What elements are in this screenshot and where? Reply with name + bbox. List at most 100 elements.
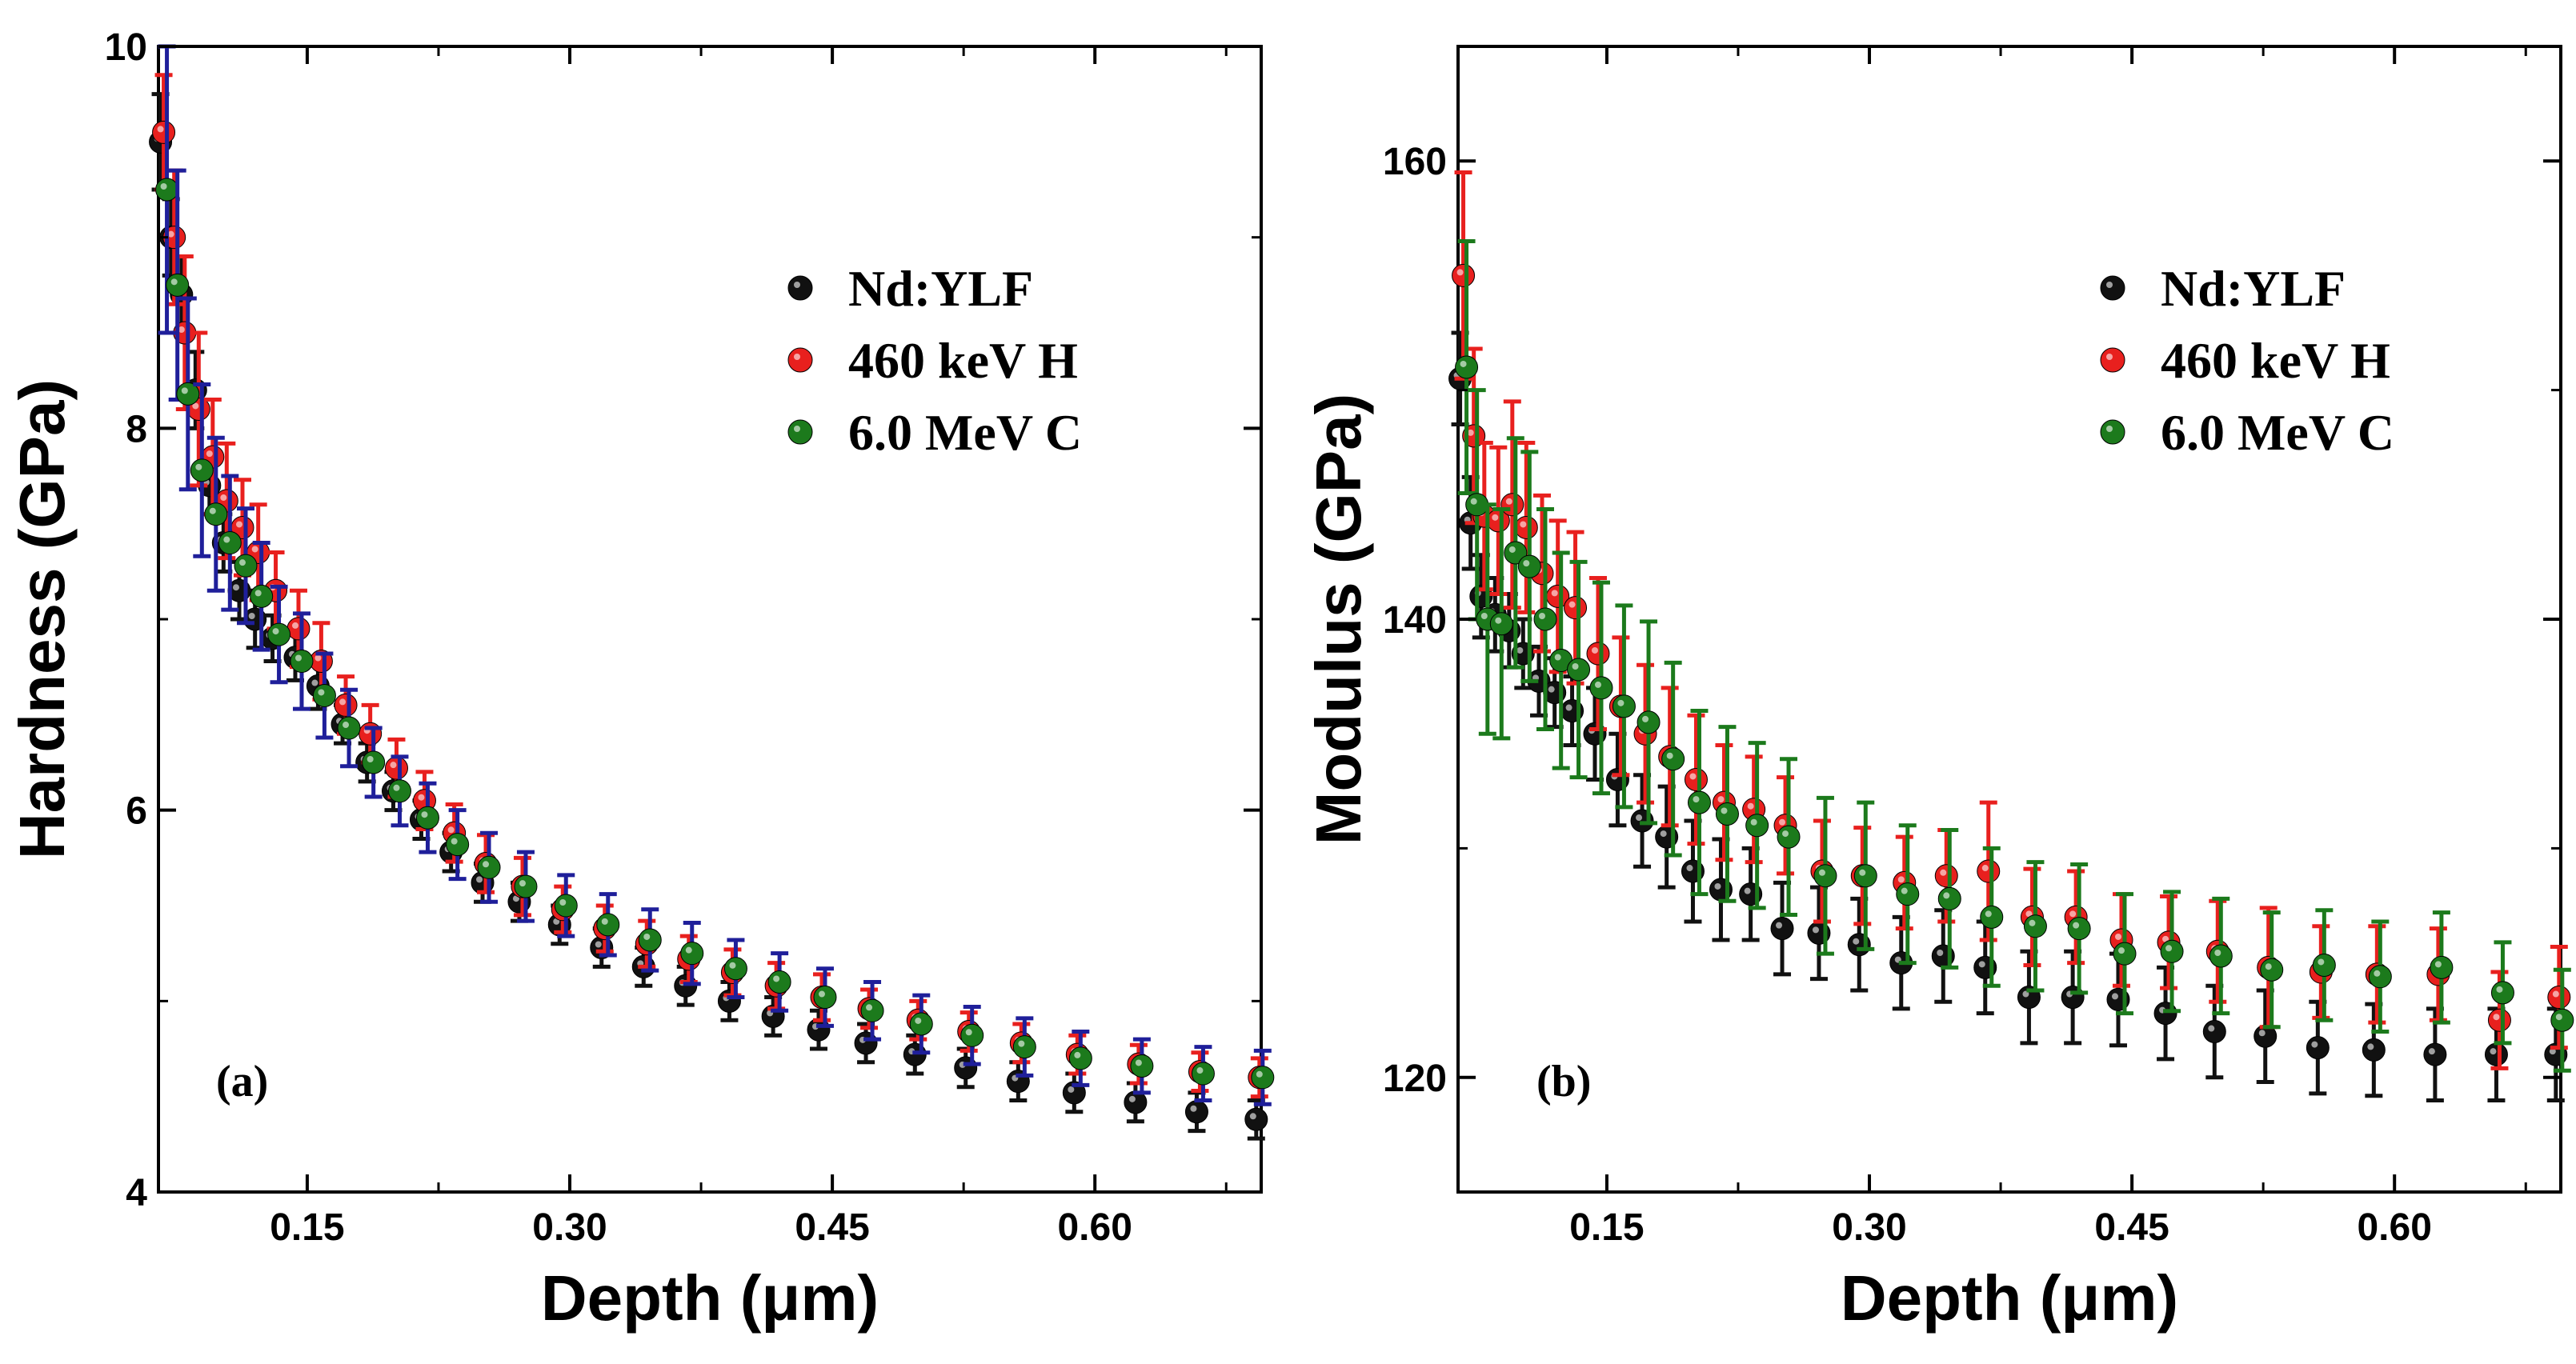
data-point [1517, 554, 1541, 578]
data-point [514, 874, 538, 898]
data-point-highlight [1937, 950, 1944, 957]
data-point-highlight [1249, 1113, 1256, 1120]
data-point-highlight [773, 975, 780, 982]
y-tick-label: 10 [105, 26, 147, 69]
data-point [1130, 1054, 1154, 1078]
data-point-highlight [2073, 922, 2080, 929]
data-point-highlight [451, 838, 458, 845]
data-point [1586, 642, 1610, 666]
legend-marker-highlight [794, 354, 800, 360]
legend-marker [2100, 419, 2125, 445]
plot-frame-a [157, 45, 1263, 1194]
data-point-highlight [595, 941, 602, 948]
data-point-highlight [1523, 560, 1530, 567]
data-point [1980, 905, 2004, 929]
data-point [267, 622, 291, 646]
data-point-highlight [1660, 830, 1667, 838]
data-point-highlight [1782, 830, 1789, 838]
data-point-highlight [418, 794, 425, 801]
data-point-highlight [447, 826, 455, 834]
data-point-highlight [1897, 876, 1905, 883]
data-point-highlight [643, 933, 651, 940]
data-point-highlight [1779, 818, 1786, 826]
data-point [2306, 1036, 2330, 1060]
data-point-highlight [206, 450, 213, 458]
data-point-highlight [1591, 646, 1598, 654]
data-point-highlight [1717, 796, 1725, 803]
data-point [2490, 981, 2514, 1005]
data-point [477, 855, 501, 879]
data-point [1514, 515, 1538, 539]
data-point-highlight [235, 521, 242, 528]
data-point [2023, 914, 2047, 938]
data-point [2113, 942, 2137, 966]
data-point-highlight [1642, 715, 1649, 722]
data-point-highlight [1480, 613, 1488, 619]
data-point-highlight [601, 918, 608, 925]
series-0 [149, 92, 1268, 1141]
data-point [387, 779, 411, 803]
y-tick-label: 160 [1383, 141, 1447, 183]
x-axis-title-a: Depth (μm) [541, 1262, 879, 1334]
legend-marker-highlight [2106, 426, 2113, 432]
data-point-highlight [1853, 938, 1860, 945]
data-point-highlight [1693, 796, 1700, 803]
data-point-highlight [965, 1029, 972, 1036]
axis-ticks-b: 0.15 0.30 0.45 0.60 120 140 160 [1383, 46, 2561, 1249]
data-point-highlight [160, 183, 167, 190]
data-point [596, 913, 620, 937]
data-point [1504, 541, 1528, 565]
data-point-highlight [2555, 1014, 2562, 1021]
data-point [1745, 814, 1769, 838]
data-point-highlight [2117, 947, 2125, 954]
data-point [1244, 1107, 1268, 1131]
data-point [359, 722, 383, 746]
data-point [1896, 882, 1920, 906]
data-point-highlight [178, 326, 185, 333]
data-point [813, 986, 837, 1010]
data-point-highlight [1565, 704, 1572, 711]
data-point-highlight [1492, 514, 1499, 521]
data-point [155, 178, 179, 202]
data-point-highlight [1256, 1070, 1263, 1078]
data-point-highlight [1538, 613, 1545, 619]
data-point-highlight [232, 584, 239, 591]
data-point-highlight [915, 1017, 922, 1024]
panel-label-a: (a) [216, 1057, 268, 1106]
data-point-highlight [1551, 590, 1558, 597]
data-point-highlight [367, 756, 374, 762]
data-point-highlight [1943, 892, 1950, 899]
data-point-highlight [1744, 887, 1751, 894]
data-point-highlight [2214, 950, 2221, 957]
legend-marker [787, 347, 813, 373]
data-point [554, 894, 578, 918]
data-point-highlight [195, 463, 202, 470]
data-point [2423, 1042, 2447, 1066]
data-point-highlight [390, 762, 397, 769]
data-point [152, 120, 176, 144]
legend-a: Nd:YLF 460 keV H 6.0 MeV C [787, 260, 1082, 461]
data-point-highlight [248, 613, 255, 619]
x-tick-label: 0.60 [2357, 1206, 2431, 1249]
data-point-highlight [519, 880, 526, 887]
data-point [1184, 1100, 1208, 1124]
data-point [1533, 607, 1557, 631]
data-point [334, 693, 358, 717]
data-point [1813, 864, 1837, 888]
data-point-highlight [343, 722, 350, 729]
data-point [362, 750, 386, 774]
data-point-highlight [1516, 646, 1524, 654]
data-point-highlight [1460, 360, 1467, 367]
data-marks-b [1448, 170, 2574, 1102]
data-point-highlight [272, 628, 279, 635]
data-point-highlight [1901, 887, 1908, 894]
data-point [638, 928, 662, 952]
data-point-highlight [2258, 1030, 2266, 1037]
data-point [2160, 939, 2184, 963]
data-point-highlight [1554, 654, 1561, 661]
data-point [1853, 864, 1877, 888]
data-point [286, 617, 310, 641]
y-tick-label: 140 [1383, 599, 1447, 642]
series-2 [1455, 238, 2574, 1073]
